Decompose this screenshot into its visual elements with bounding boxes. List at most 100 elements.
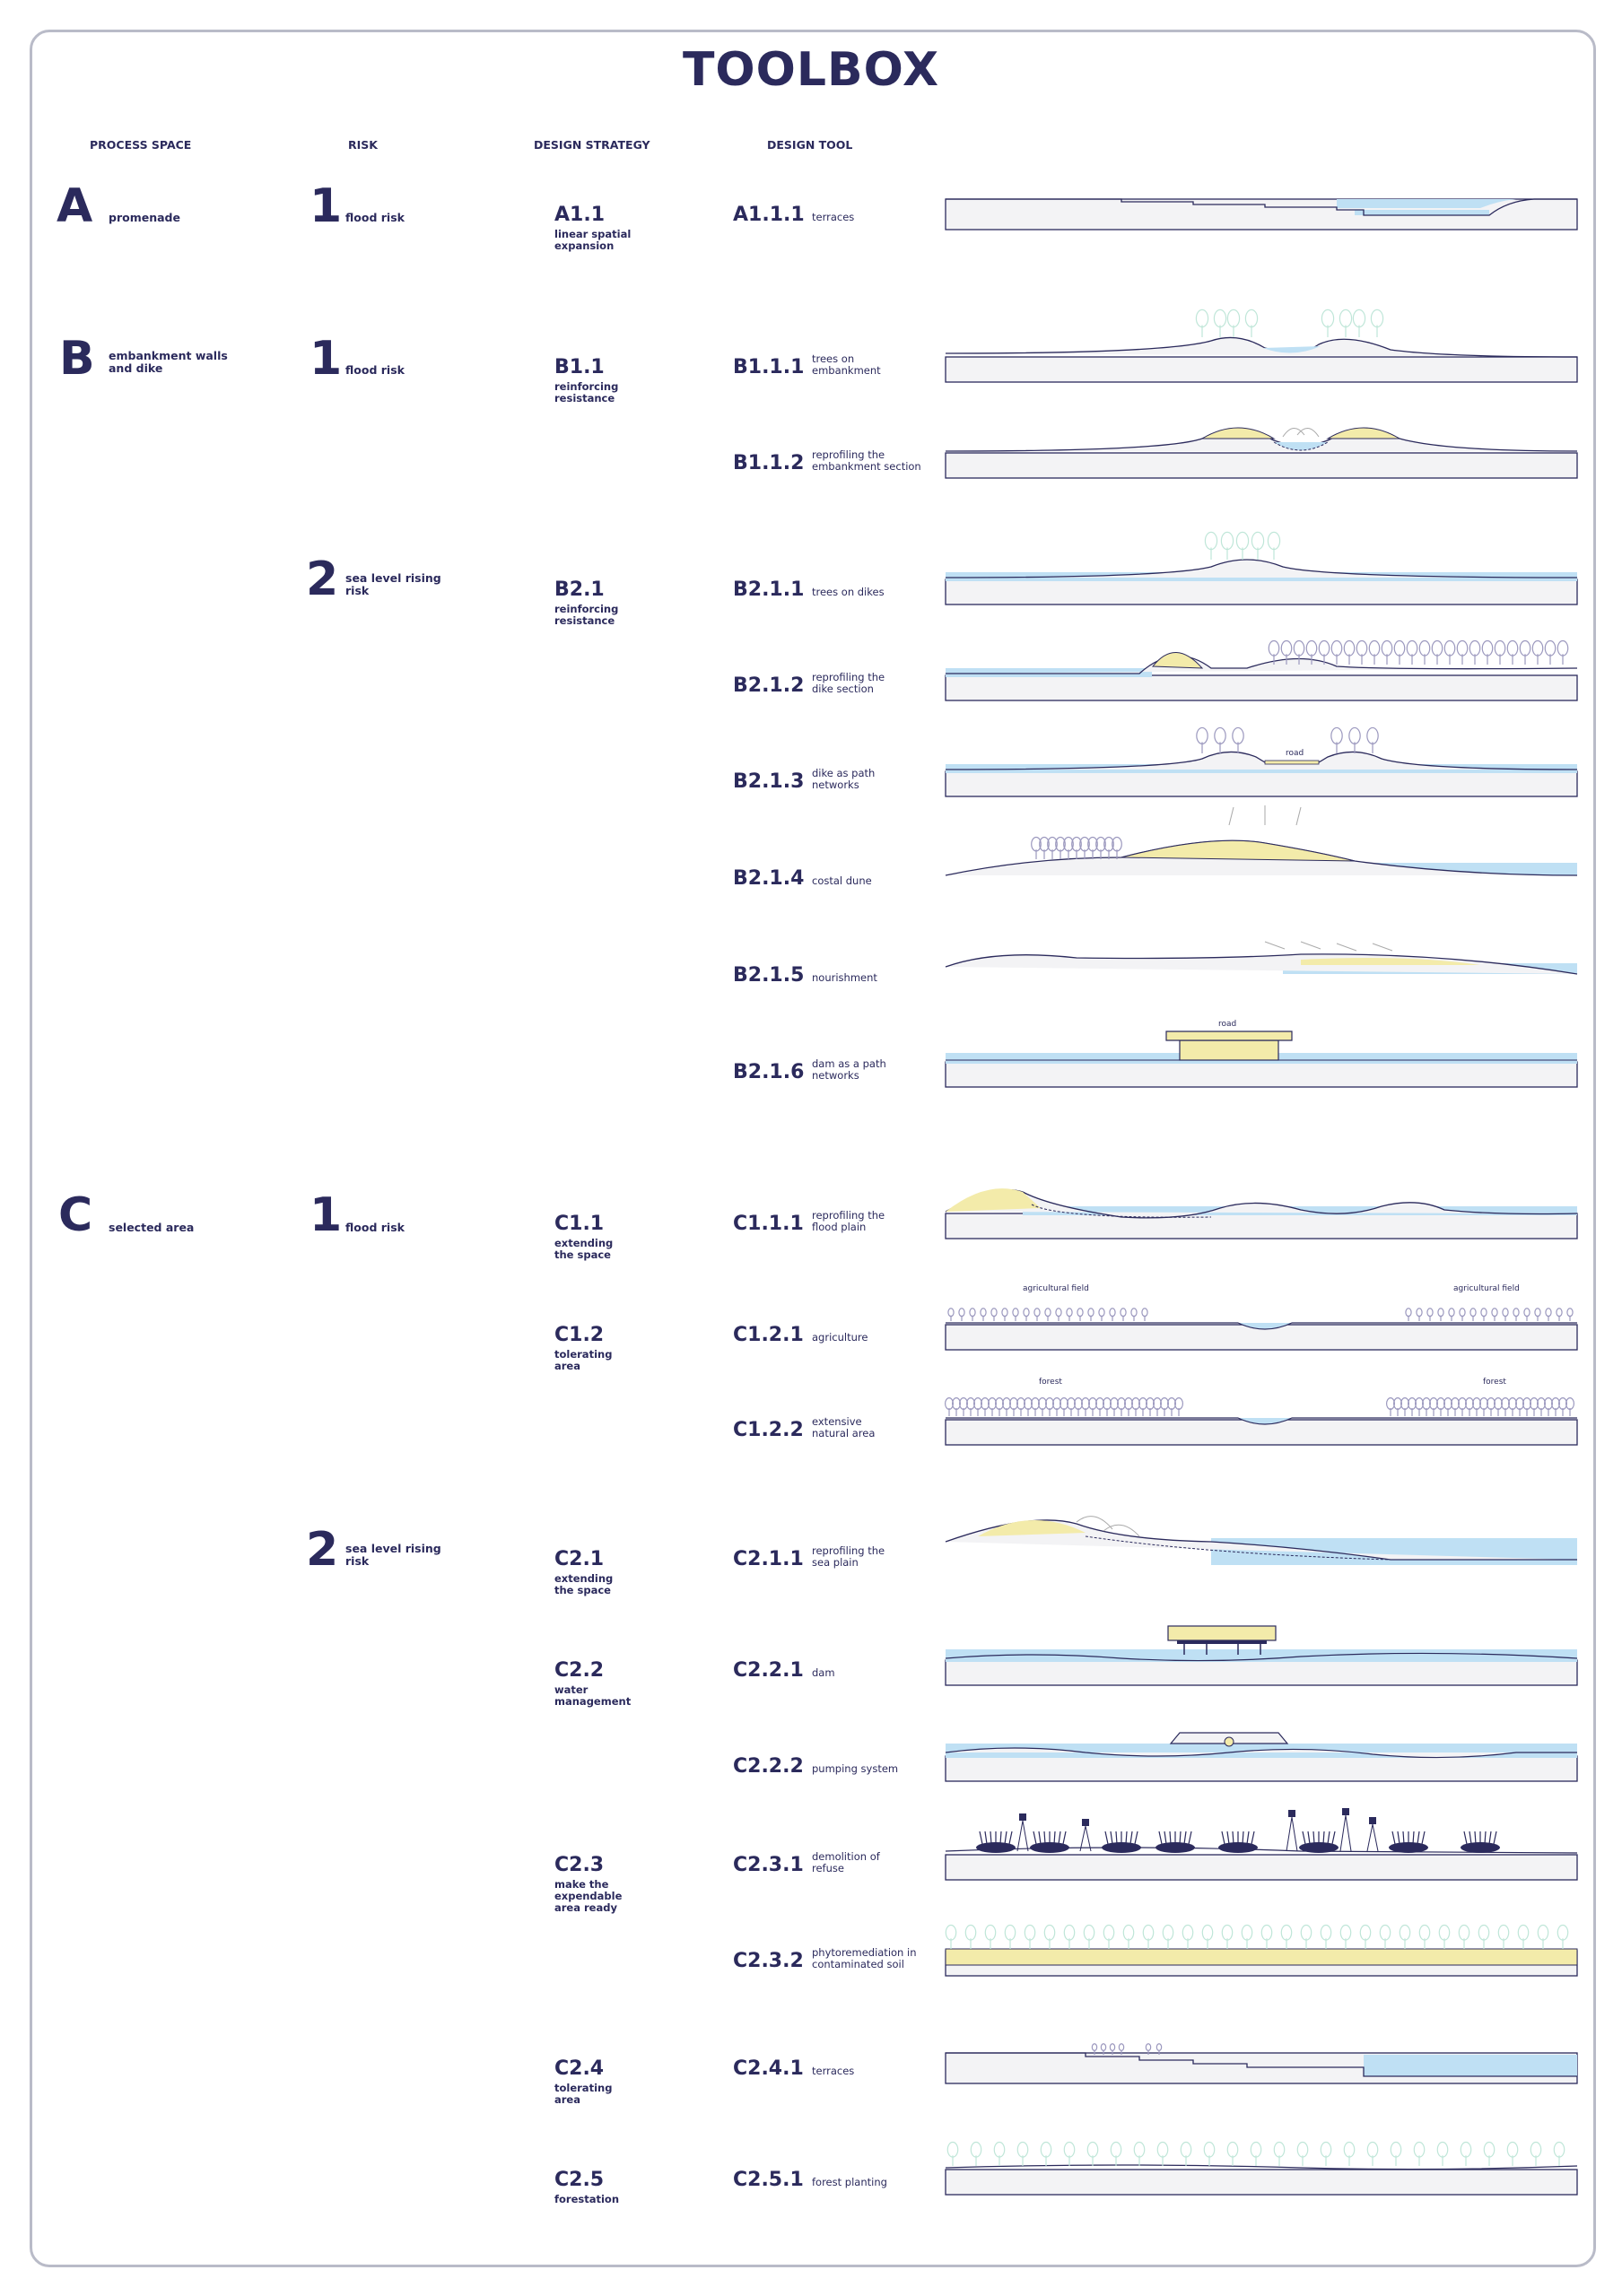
process-letter-c: C — [58, 1188, 93, 1242]
tree-icon — [1124, 1396, 1134, 1416]
tree-icon — [1260, 1924, 1273, 1949]
tool-label: dam — [812, 1666, 835, 1679]
tree-icon — [1268, 639, 1280, 665]
tree-icon — [980, 1308, 987, 1321]
tree-icon — [1517, 1924, 1530, 1949]
tree-icon — [1368, 639, 1381, 665]
svg-text:agricultural field: agricultural field — [1023, 1284, 1089, 1293]
tree-icon — [1464, 1396, 1474, 1416]
tree-icon — [1037, 1396, 1047, 1416]
section-drawing-B2-1-5 — [942, 888, 1583, 996]
tree-icon — [1226, 309, 1241, 337]
tree-icon — [1273, 2141, 1286, 2166]
tree-icon — [1016, 2141, 1029, 2166]
svg-text:forest: forest — [1039, 1378, 1062, 1387]
tree-icon — [1001, 1396, 1011, 1416]
section-drawing-B2-1-3: road — [942, 694, 1583, 802]
tree-icon — [1117, 1396, 1127, 1416]
tree-icon — [1381, 639, 1393, 665]
tool-label: agriculture — [812, 1331, 868, 1344]
tree-icon — [1438, 1924, 1451, 1949]
section-drawing-C1-2-2: forest forest — [942, 1343, 1583, 1450]
tool-label: dam as a path networks — [812, 1057, 886, 1082]
tree-icon — [1553, 2141, 1565, 2166]
strategy-label: tolerating area — [554, 1348, 613, 1372]
tree-icon — [1220, 531, 1234, 560]
tree-icon — [1536, 1396, 1546, 1416]
section-drawing-C1-1-1 — [942, 1136, 1583, 1244]
tree-icon — [1379, 1924, 1391, 1949]
tool-label: nourishment — [812, 971, 877, 984]
tree-icon — [1339, 309, 1353, 337]
tree-icon — [1047, 836, 1058, 859]
tree-icon — [1153, 1396, 1163, 1416]
tool-code: B2.1.3 — [733, 770, 805, 793]
tree-icon — [1486, 1396, 1496, 1416]
tool-label: pumping system — [812, 1762, 899, 1775]
tool-label: terraces — [812, 2065, 855, 2077]
tool-code: B2.1.1 — [733, 578, 805, 601]
refuse-icon — [1218, 1831, 1258, 1853]
tree-icon — [1112, 836, 1122, 859]
tree-icon — [1370, 309, 1384, 337]
tool-label: reprofiling the dike section — [812, 671, 885, 695]
tree-icon — [1443, 639, 1456, 665]
tree-icon — [1131, 1396, 1141, 1416]
tree-icon — [1086, 2141, 1099, 2166]
tree-icon — [1320, 1924, 1332, 1949]
tree-icon — [1280, 1924, 1293, 1949]
tree-icon — [1156, 2141, 1169, 2166]
tree-icon — [1320, 2141, 1332, 2166]
tree-icon — [1221, 1924, 1234, 1949]
tool-code: B1.1.2 — [733, 452, 805, 474]
strategy-code: C2.2 — [554, 1659, 605, 1682]
tree-icon — [1566, 1308, 1574, 1321]
strategy-code: C2.5 — [554, 2169, 605, 2191]
tree-icon — [1386, 1396, 1396, 1416]
tree-icon — [1428, 1396, 1438, 1416]
tree-icon — [1343, 2141, 1356, 2166]
tool-code: C2.5.1 — [733, 2169, 804, 2191]
strategy-code: B2.1 — [554, 578, 605, 601]
tree-icon — [952, 1396, 962, 1416]
tree-icon — [980, 1396, 990, 1416]
strategy-code: C1.2 — [554, 1324, 605, 1346]
tree-icon — [1405, 1308, 1412, 1321]
tree-icon — [1519, 639, 1531, 665]
svg-text:road: road — [1218, 1020, 1236, 1029]
tool-label: phytoremediation in contaminated soil — [812, 1946, 917, 1970]
tree-icon — [1426, 1308, 1434, 1321]
section-drawing-C2-4-1 — [942, 1981, 1583, 2089]
tree-icon — [1359, 1924, 1372, 1949]
tower-icon — [1079, 1819, 1092, 1852]
tree-icon — [944, 1396, 955, 1416]
section-drawing-C2-2-1 — [942, 1583, 1583, 1691]
tool-label: forest planting — [812, 2176, 887, 2188]
tree-icon — [1443, 1396, 1452, 1416]
tree-icon — [1556, 1308, 1563, 1321]
strategy-label: water management — [554, 1683, 632, 1708]
tree-icon — [1469, 1308, 1477, 1321]
tool-label: reprofiling the flood plain — [812, 1209, 885, 1233]
tree-icon — [1167, 1396, 1177, 1416]
page-title: TOOLBOX — [682, 43, 940, 97]
tree-icon — [1109, 1308, 1116, 1321]
risk-num: 1 — [310, 1188, 343, 1242]
tree-icon — [1120, 1308, 1127, 1321]
svg-text:road: road — [1286, 749, 1304, 758]
refuse-icon — [1389, 1831, 1428, 1853]
risk-num: 2 — [306, 1523, 339, 1577]
tree-icon — [1506, 2141, 1519, 2166]
section-drawing-B1-1-2 — [942, 376, 1583, 483]
tree-icon — [1506, 639, 1519, 665]
tree-icon — [1550, 1396, 1560, 1416]
tool-label: costal dune — [812, 874, 872, 887]
tree-icon — [1544, 639, 1557, 665]
tree-icon — [1067, 1396, 1077, 1416]
tree-icon — [1321, 309, 1335, 337]
tree-icon — [1543, 1396, 1553, 1416]
tree-icon — [1110, 2141, 1122, 2166]
tool-label: trees on dikes — [812, 586, 885, 598]
header-process-space: PROCESS SPACE — [90, 138, 192, 152]
strategy-label: tolerating area — [554, 2082, 613, 2106]
